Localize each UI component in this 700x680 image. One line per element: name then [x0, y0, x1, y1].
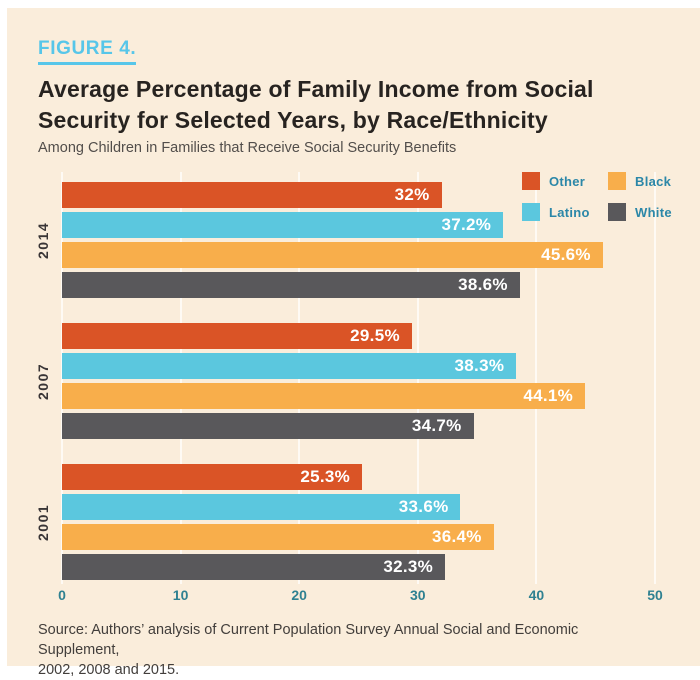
- chart-title-line2: Security for Selected Years, by Race/Eth…: [38, 107, 548, 133]
- bar-2001-white: 32.3%: [62, 554, 446, 580]
- bar-2007-latino: 38.3%: [62, 353, 517, 379]
- figure-page: FIGURE 4. Average Percentage of Family I…: [7, 8, 700, 678]
- bar-2001-latino: 33.6%: [62, 494, 461, 520]
- legend-label: Black: [635, 173, 672, 189]
- legend-item-white: White: [608, 203, 682, 221]
- bar-group-2001: 2001 25.3% 33.6% 36.4% 32.3%: [35, 464, 655, 580]
- bar-value-label: 38.3%: [454, 356, 505, 375]
- legend-item-black: Black: [608, 172, 682, 190]
- year-label-2014: 2014: [35, 221, 51, 259]
- legend-label: Other: [549, 173, 586, 189]
- bar-value-label: 44.1%: [523, 386, 574, 405]
- chart-subtitle: Among Children in Families that Receive …: [38, 140, 457, 156]
- legend-item-latino: Latino: [522, 203, 596, 221]
- legend-label: White: [635, 204, 672, 220]
- source-note: Source: Authors’ analysis of Current Pop…: [38, 620, 660, 680]
- gridline-50: [654, 172, 656, 584]
- source-line1: Source: Authors’ analysis of Current Pop…: [38, 622, 579, 658]
- bar-value-label: 36.4%: [432, 527, 482, 546]
- bar-2014-white: 38.6%: [62, 272, 520, 298]
- bar-value-label: 34.7%: [411, 416, 462, 435]
- bar-2007-white: 34.7%: [62, 413, 474, 439]
- bar-2007-other: 29.5%: [62, 323, 412, 349]
- chart-title: Average Percentage of Family Income from…: [38, 74, 680, 136]
- bar-value-label: 33.6%: [398, 497, 449, 516]
- gridline-40: [535, 172, 538, 584]
- bar-2001-other: 25.3%: [62, 464, 363, 490]
- legend: Other Black Latino White: [522, 172, 682, 221]
- bar-2001-black: 36.4%: [62, 524, 494, 550]
- chart-title-line1: Average Percentage of Family Income from…: [38, 76, 594, 102]
- x-tick-label-30: 30: [410, 587, 426, 603]
- bar-group-2007: 2007 29.5% 38.3% 44.1% 34.7%: [35, 323, 655, 439]
- legend-swatch-white: [608, 203, 626, 221]
- x-tick-label-50: 50: [647, 587, 663, 603]
- year-label-2001: 2001: [35, 503, 51, 541]
- bar-group-2014: 2014 32% 37.2% 45.6% 38.6%: [35, 182, 655, 298]
- legend-swatch-latino: [522, 203, 540, 221]
- source-line2: 2002, 2008 and 2015.: [38, 662, 180, 678]
- bar-groups: 2014 32% 37.2% 45.6% 38.6% 2007 29.5% 38.3% 44.1…: [35, 182, 655, 605]
- bar-2014-latino: 37.2%: [62, 212, 504, 238]
- bar-value-label: 25.3%: [300, 467, 351, 486]
- bar-value-label: 37.2%: [441, 215, 492, 234]
- x-tick-label-0: 0: [58, 587, 66, 603]
- x-tick-label-20: 20: [291, 587, 307, 603]
- bar-chart: 2014 32% 37.2% 45.6% 38.6% 2007 29.5% 38.3% 44.1…: [35, 172, 672, 607]
- legend-swatch-other: [522, 172, 540, 190]
- legend-item-other: Other: [522, 172, 596, 190]
- legend-swatch-black: [608, 172, 626, 190]
- bar-2014-other: 32%: [62, 182, 442, 208]
- year-label-2007: 2007: [35, 362, 51, 400]
- figure-label-wrap: FIGURE 4.: [38, 38, 700, 65]
- bar-value-label: 32.3%: [383, 557, 434, 576]
- bar-value-label: 29.5%: [350, 326, 400, 345]
- bar-value-label: 38.6%: [458, 275, 508, 294]
- figure-label: FIGURE 4.: [38, 38, 137, 65]
- bar-2014-black: 45.6%: [62, 242, 603, 268]
- bar-value-label: 32%: [394, 185, 430, 204]
- x-tick-label-10: 10: [172, 587, 189, 603]
- x-tick-label-40: 40: [528, 587, 545, 603]
- bar-value-label: 45.6%: [541, 245, 591, 264]
- x-axis: 0 10 20 30 40 50: [58, 587, 663, 607]
- legend-label: Latino: [549, 204, 590, 220]
- bar-2007-black: 44.1%: [62, 383, 586, 409]
- plot-area: 2014 32% 37.2% 45.6% 38.6% 2007 29.5% 38.3% 44.1…: [35, 172, 672, 584]
